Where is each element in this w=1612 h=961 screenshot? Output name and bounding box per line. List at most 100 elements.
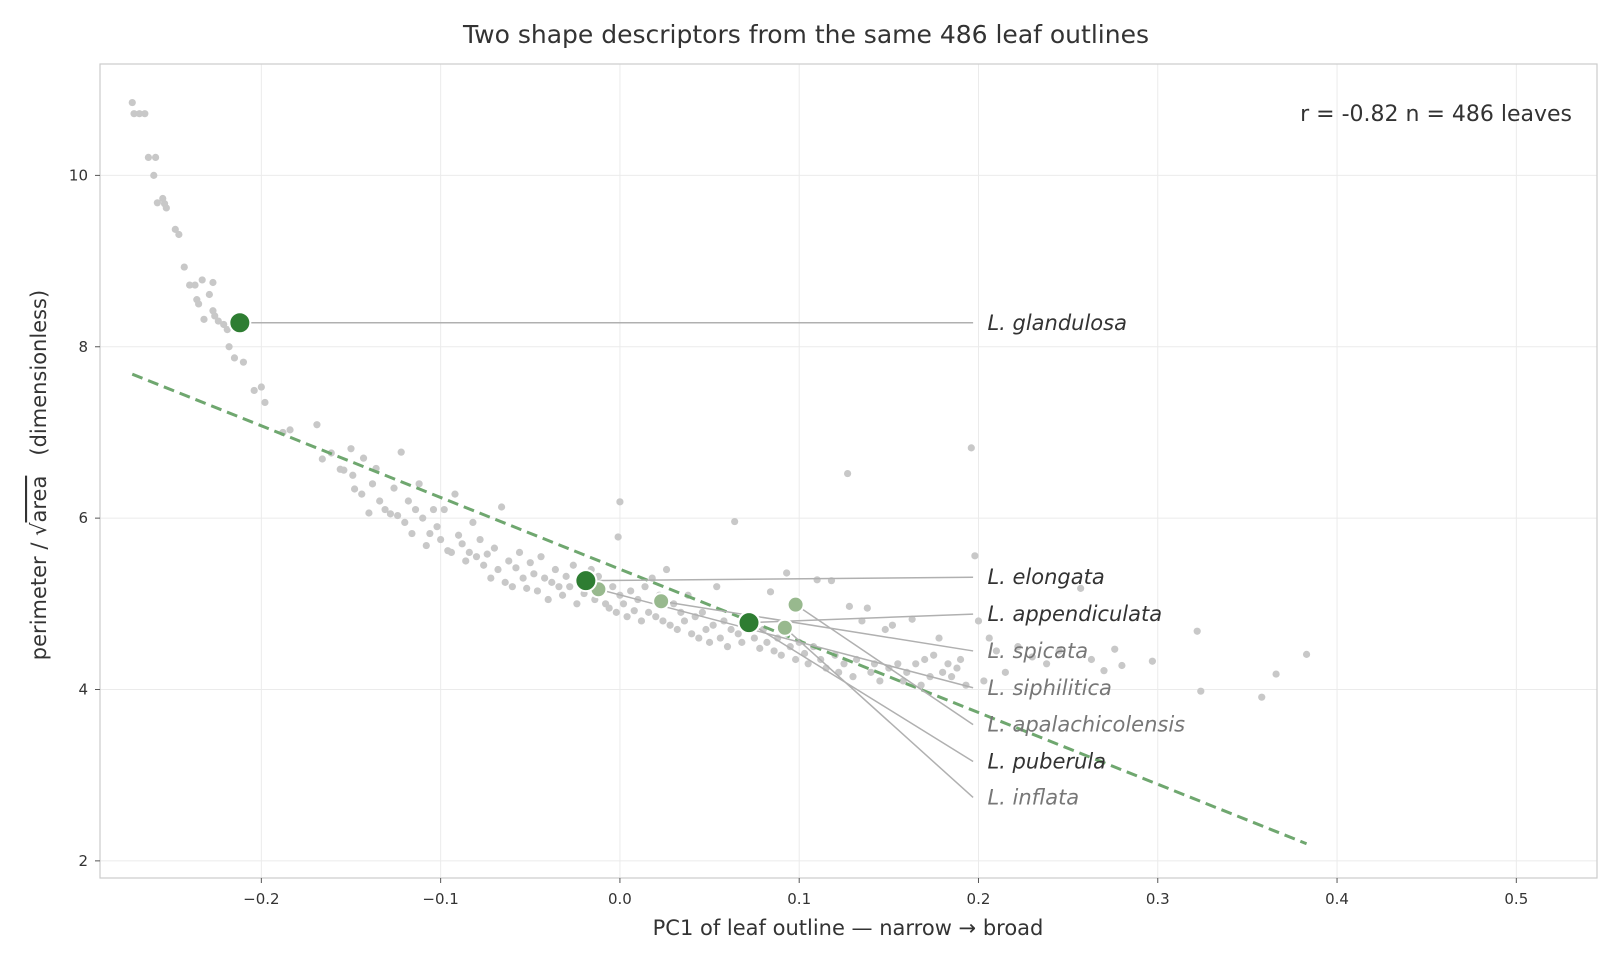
data-point [630, 607, 638, 615]
data-point [128, 98, 136, 107]
data-point [750, 634, 758, 642]
data-point [501, 578, 509, 586]
highlight-point [228, 311, 252, 335]
data-point [462, 557, 470, 565]
highlight-point [775, 618, 794, 637]
species-label: L. apalachicolensis [987, 713, 1185, 737]
data-point [365, 509, 373, 517]
data-point [394, 511, 402, 520]
highlight-point [652, 592, 671, 611]
trend-line-group [131, 372, 1308, 846]
species-label: L. siphilitica [987, 676, 1111, 700]
highlight-point [737, 611, 761, 635]
data-point [688, 630, 696, 638]
data-point [151, 153, 160, 161]
x-tick-label: −0.1 [422, 890, 458, 908]
data-point [349, 471, 357, 479]
data-point [530, 570, 538, 578]
data-point [397, 448, 405, 456]
data-point [673, 625, 681, 634]
species-label: L. glandulosa [987, 311, 1127, 335]
x-tick-label: −0.2 [243, 890, 279, 908]
data-point [162, 204, 170, 212]
data-point [645, 608, 653, 616]
data-point [867, 668, 875, 676]
data-point [386, 510, 395, 518]
data-point [359, 454, 368, 462]
data-point [368, 480, 377, 488]
data-point [727, 625, 735, 634]
data-point [652, 613, 660, 621]
data-point [944, 660, 952, 668]
data-point [544, 595, 552, 604]
data-point [627, 587, 635, 595]
y-axis-label-prefix: perimeter / √ [27, 522, 51, 660]
data-point [702, 625, 710, 634]
data-point [614, 533, 622, 541]
data-point [894, 660, 902, 668]
x-tick-label: 0.3 [1146, 890, 1170, 908]
data-point [144, 153, 153, 161]
x-tick-label: 0.2 [967, 890, 991, 908]
x-tick-label: 0.1 [787, 890, 811, 908]
y-tick-label: 2 [78, 852, 88, 870]
species-labels: L. glandulosa L. elongata L. appendiculata… [987, 311, 1185, 810]
data-point [239, 358, 248, 366]
data-point [863, 604, 871, 612]
data-point [974, 617, 983, 625]
data-point [422, 541, 430, 550]
data-point [261, 398, 269, 407]
data-point [150, 171, 158, 179]
x-axis-ticks: −0.2 −0.1 0.0 0.1 0.2 0.3 0.4 0.5 [243, 878, 1528, 908]
leader-lines [239, 322, 974, 799]
data-point [845, 602, 853, 610]
data-point [347, 445, 355, 453]
data-point [723, 643, 732, 651]
data-point [175, 230, 183, 239]
y-axis-label: perimeter / √area (dimensionless) [27, 290, 51, 660]
data-point [566, 583, 574, 591]
leader-line [748, 622, 974, 763]
data-point [191, 281, 199, 289]
data-point [967, 444, 975, 452]
data-point [497, 503, 506, 511]
data-point [454, 531, 463, 539]
data-point [401, 518, 409, 527]
data-point [487, 574, 495, 582]
data-point [494, 565, 502, 574]
species-label: L. elongata [987, 565, 1104, 589]
data-point [562, 572, 570, 580]
data-point [250, 386, 258, 395]
data-point [770, 647, 778, 655]
data-point [476, 535, 484, 544]
data-point [390, 484, 398, 492]
data-point [698, 608, 706, 616]
data-point [376, 497, 384, 505]
data-point [1100, 667, 1108, 675]
y-tick-label: 8 [78, 338, 88, 356]
data-point [526, 559, 534, 567]
data-point [537, 553, 545, 561]
data-point [921, 655, 929, 664]
data-point [612, 608, 620, 616]
data-point [230, 354, 239, 362]
data-point [705, 638, 714, 646]
data-point [200, 315, 208, 323]
data-point [947, 673, 956, 681]
x-axis-label: PC1 of leaf outline — narrow → broad [653, 916, 1044, 940]
background-points [128, 98, 1311, 701]
data-point [659, 617, 667, 625]
highlight-point [786, 595, 805, 614]
leader-line [661, 600, 974, 652]
data-point [209, 278, 217, 287]
data-point [451, 490, 459, 498]
data-point [458, 540, 466, 548]
trend-line [131, 372, 1308, 846]
data-point [840, 660, 848, 668]
data-point [716, 634, 724, 642]
data-point [180, 263, 188, 271]
data-point [971, 552, 979, 560]
data-point [849, 673, 857, 681]
species-label: L. appendiculata [987, 602, 1162, 626]
data-point [1043, 660, 1051, 668]
